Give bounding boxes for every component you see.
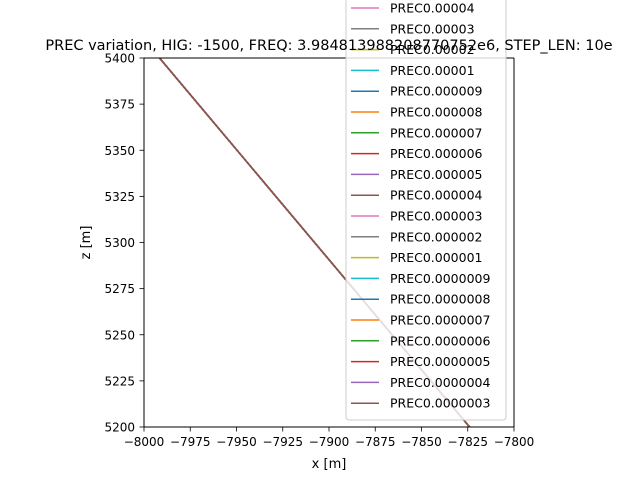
y-axis-ticks: 5200 5225 5250 5275 5300 5325 5350 5375 5400 xyxy=(104,52,144,435)
legend-label: PREC0.0000003 xyxy=(390,396,490,411)
legend-label: PREC0.00001 xyxy=(390,63,475,78)
legend-label: PREC0.00003 xyxy=(390,21,475,36)
legend-label: PREC0.000006 xyxy=(390,146,483,161)
legend-label: PREC0.000004 xyxy=(390,188,483,203)
x-tick-label: −7825 xyxy=(447,435,488,449)
y-tick-label: 5275 xyxy=(104,282,135,296)
y-tick-label: 5350 xyxy=(104,144,135,158)
x-tick-label: −7925 xyxy=(262,435,303,449)
legend-label: PREC0.00004 xyxy=(390,1,475,16)
y-tick-label: 5225 xyxy=(104,374,135,388)
y-axis-label: z [m] xyxy=(79,226,94,260)
x-tick-label: −7975 xyxy=(170,435,211,449)
legend-label: PREC0.000001 xyxy=(390,250,483,265)
legend-label: PREC0.0000004 xyxy=(390,375,490,390)
legend-label: PREC0.000007 xyxy=(390,125,483,140)
legend-label: PREC0.0000008 xyxy=(390,292,490,307)
legend-label: PREC0.000003 xyxy=(390,209,483,224)
y-tick-label: 5200 xyxy=(104,421,135,435)
x-tick-label: −7850 xyxy=(401,435,442,449)
legend-label: PREC0.0000006 xyxy=(390,333,490,348)
x-tick-label: −7800 xyxy=(494,435,535,449)
x-axis-label: x [m] xyxy=(312,457,347,472)
legend-label: PREC0.000002 xyxy=(390,229,483,244)
x-axis-ticks: −8000 −7975 −7950 −7925 −7900 −7875 −7850 −7825… xyxy=(124,427,535,449)
legend-label: PREC0.0000007 xyxy=(390,313,490,328)
legend-label: PREC0.000005 xyxy=(390,167,483,182)
y-tick-label: 5325 xyxy=(104,190,135,204)
legend-label: PREC0.00002 xyxy=(390,42,475,57)
x-tick-label: −7950 xyxy=(216,435,257,449)
y-tick-label: 5250 xyxy=(104,328,135,342)
y-tick-label: 5375 xyxy=(104,98,135,112)
x-tick-label: −8000 xyxy=(124,435,165,449)
x-tick-label: −7875 xyxy=(355,435,396,449)
legend-label: PREC0.0000005 xyxy=(390,354,490,369)
chart-title: PREC variation, HIG: -1500, FREQ: 3.9848… xyxy=(45,38,612,54)
legend-label: PREC0.000008 xyxy=(390,105,483,120)
legend: PREC0.00004 PREC0.00003 PREC0.00002 PREC0.0… xyxy=(345,0,507,421)
legend-label: PREC0.000009 xyxy=(390,84,483,99)
y-tick-label: 5300 xyxy=(104,236,135,250)
x-tick-label: −7900 xyxy=(309,435,350,449)
legend-label: PREC0.0000009 xyxy=(390,271,490,286)
y-tick-label: 5400 xyxy=(104,52,135,66)
legend-box xyxy=(345,0,507,421)
